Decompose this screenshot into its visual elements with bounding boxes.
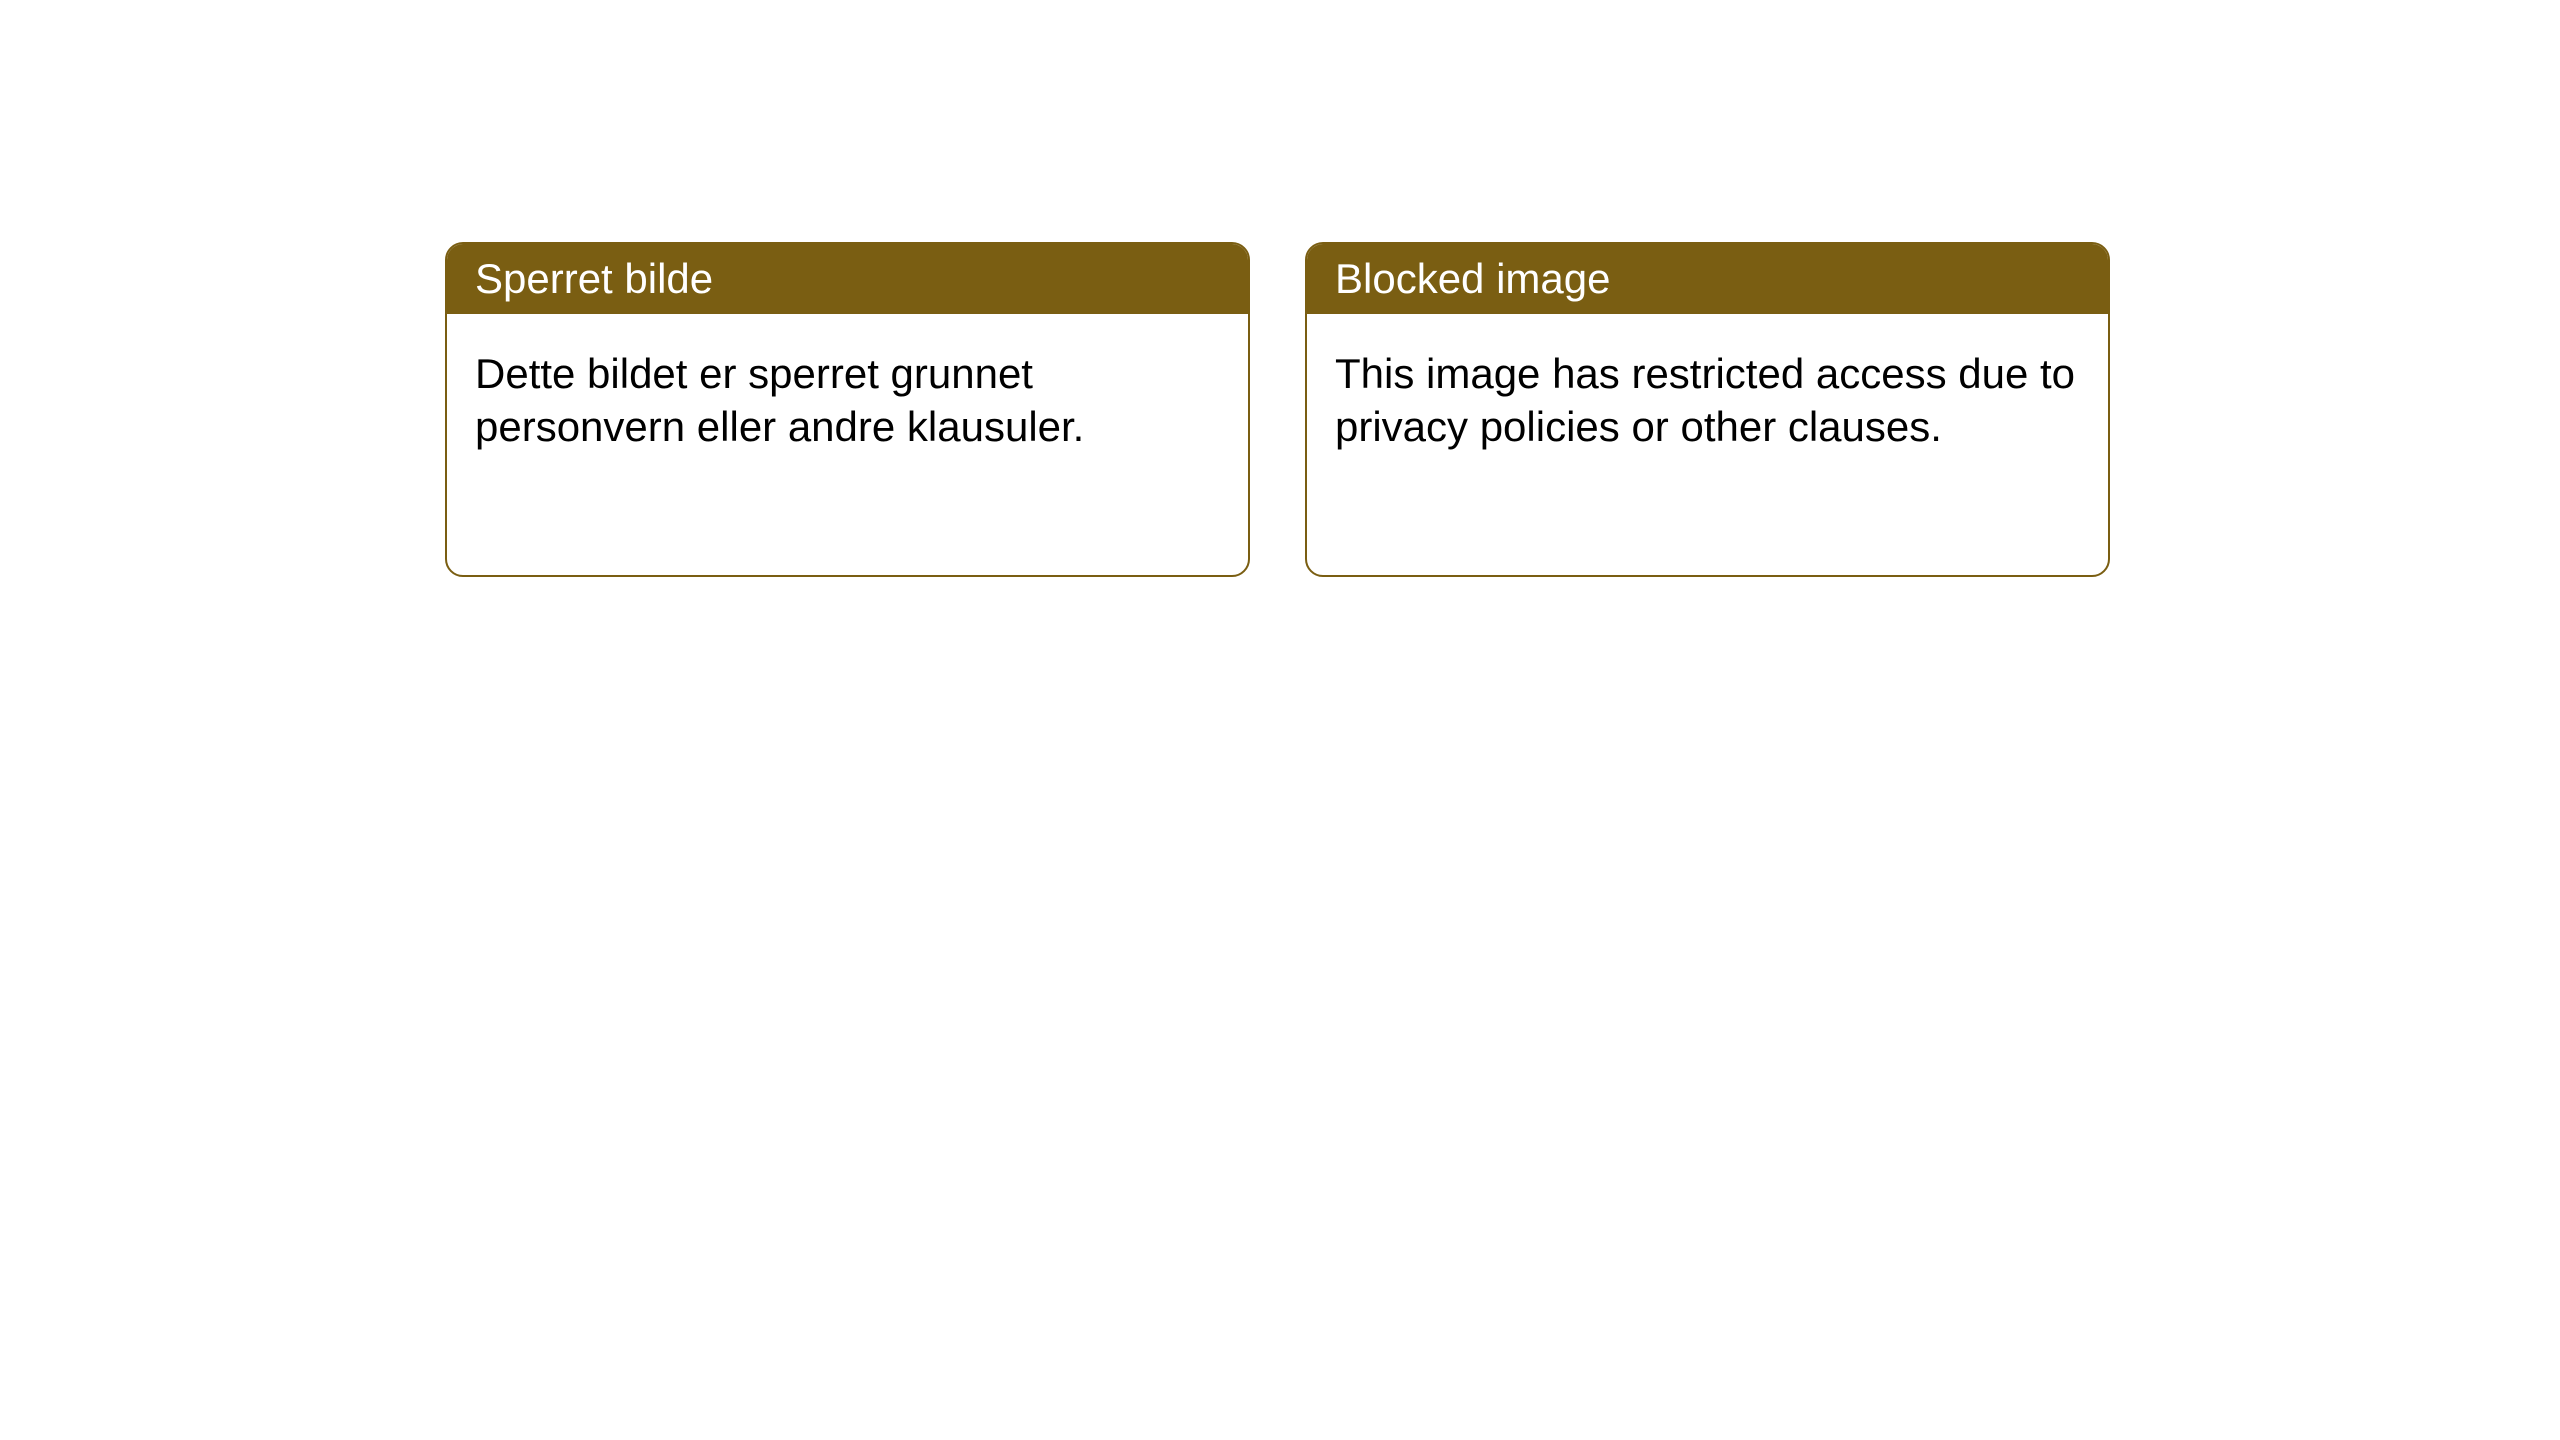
card-title: Sperret bilde bbox=[475, 255, 713, 302]
card-body: This image has restricted access due to … bbox=[1307, 314, 2108, 487]
notice-card-english: Blocked image This image has restricted … bbox=[1305, 242, 2110, 577]
card-body-text: This image has restricted access due to … bbox=[1335, 350, 2075, 450]
card-title: Blocked image bbox=[1335, 255, 1610, 302]
notice-card-norwegian: Sperret bilde Dette bildet er sperret gr… bbox=[445, 242, 1250, 577]
card-body-text: Dette bildet er sperret grunnet personve… bbox=[475, 350, 1084, 450]
card-header: Sperret bilde bbox=[447, 244, 1248, 314]
notice-card-container: Sperret bilde Dette bildet er sperret gr… bbox=[0, 0, 2560, 577]
card-body: Dette bildet er sperret grunnet personve… bbox=[447, 314, 1248, 487]
card-header: Blocked image bbox=[1307, 244, 2108, 314]
